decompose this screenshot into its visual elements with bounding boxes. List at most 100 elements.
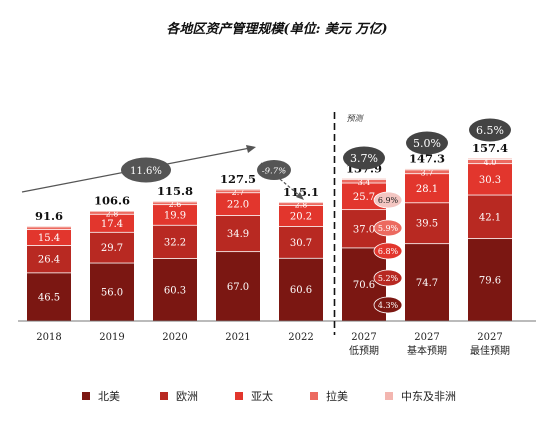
bar-segment [216,189,260,191]
legend-swatch [82,392,90,400]
segment-label: 56.0 [101,288,123,299]
total-label: 157.4 [472,141,508,155]
legend-item: 欧洲 [160,386,198,406]
total-label: 115.8 [157,184,193,198]
bar-segment [90,232,134,263]
segment-label: 26.4 [38,255,60,266]
segment-label: 2.7 [232,188,245,197]
segment-label: 42.1 [479,212,501,223]
region-cagr-bubble [373,191,403,209]
segment-label: 60.3 [164,285,186,296]
bar-segment [405,170,449,174]
segment-label: 30.7 [290,238,312,249]
segment-label: 29.7 [101,243,123,254]
scenario-cagr-label: 6.5% [476,124,504,137]
scenario-cagr-bubble [406,131,448,155]
total-label: 106.6 [94,194,130,208]
bar-segment [153,205,197,225]
legend-item: 亚太 [235,386,273,406]
bar-segment [216,193,260,216]
bar-segment [90,214,134,232]
bar-segment [405,168,449,170]
segment-label: 20.2 [290,212,312,223]
bar-segment [153,258,197,321]
chart-title: 各地区资产管理规模(单位: 美元 万亿) [166,22,388,37]
x-tick-label: 2027 [414,332,439,343]
cagr-bubble [121,157,171,183]
bar-segment [90,263,134,321]
legend-item: 北美 [82,386,120,406]
bar-segment [279,203,323,206]
bar-segment [468,239,512,321]
bar-segment [216,190,260,193]
bar-segment [27,230,71,246]
decline-arrow [260,162,301,197]
region-cagr-bubble [373,242,403,260]
x-tick-label: 低预期 [349,344,379,357]
bar-segment [27,227,71,230]
scenario-cagr-bubble [343,146,385,170]
bar-segment [90,211,134,214]
bar-segment [279,226,323,258]
segment-label: 25.7 [353,192,375,203]
x-tick-label: 2020 [162,332,187,343]
x-tick-label: 2018 [36,332,61,343]
legend-swatch [235,392,243,400]
bar-segment [27,226,71,228]
decline-arrowhead [296,192,304,200]
segment-label: 37.0 [353,224,375,235]
region-cagr-label: 6.8% [378,247,399,256]
x-tick-label: 基本预期 [407,344,447,357]
x-tick-label: 最佳预期 [470,344,510,357]
segment-label: 15.4 [38,233,60,244]
segment-label: 22.0 [227,200,249,211]
bar-segment [468,164,512,195]
decline-bubble [257,160,291,180]
bar-segment [468,158,512,160]
growth-arrowhead [246,145,256,153]
legend-label: 亚太 [251,390,273,403]
segment-label: 2.8 [106,209,119,218]
decline-label: -9.7% [262,167,286,177]
legend-label: 中东及非洲 [401,390,456,403]
legend: 北美 欧洲 亚太 拉美 中东及非洲 [0,386,554,406]
region-cagr-bubble [373,219,403,237]
region-cagr-label: 6.9% [378,196,399,205]
bar-segment [27,245,71,273]
segment-label: 46.5 [38,292,60,303]
scenario-cagr-label: 5.0% [413,137,441,150]
segment-label: 3.7 [421,168,434,177]
forecast-label: 预测 [347,114,365,123]
x-tick-label: 2019 [99,332,124,343]
bar-segment [27,273,71,321]
segment-label: 2.8 [295,201,308,210]
bar-segment [279,202,323,203]
region-cagr-label: 5.9% [378,224,399,233]
segment-label: 74.7 [416,278,438,289]
total-label: 147.3 [409,152,445,166]
bar-segment [342,179,386,183]
region-cagr-label: 5.2% [378,274,399,283]
total-label: 91.6 [35,209,63,223]
region-cagr-bubble [373,269,403,287]
bar-segment [216,252,260,321]
bar-segment [405,174,449,203]
legend-item: 中东及非洲 [385,386,456,406]
bar-segment [279,258,323,321]
legend-label: 欧洲 [176,390,198,403]
legend-label: 北美 [98,390,120,403]
x-tick-label: 2022 [288,332,313,343]
scenario-cagr-bubble [469,118,511,142]
bar-segment [279,205,323,227]
bar-segment [405,203,449,244]
segment-label: 32.2 [164,237,186,248]
bar-segment [468,195,512,239]
bar-segment [216,215,260,252]
total-label: 115.1 [283,185,319,199]
region-cagr-label: 4.3% [378,301,399,310]
x-tick-label: 2027 [477,332,502,343]
legend-item: 拉美 [310,386,348,406]
segment-label: 79.6 [479,275,501,286]
segment-label: 70.6 [353,280,375,291]
